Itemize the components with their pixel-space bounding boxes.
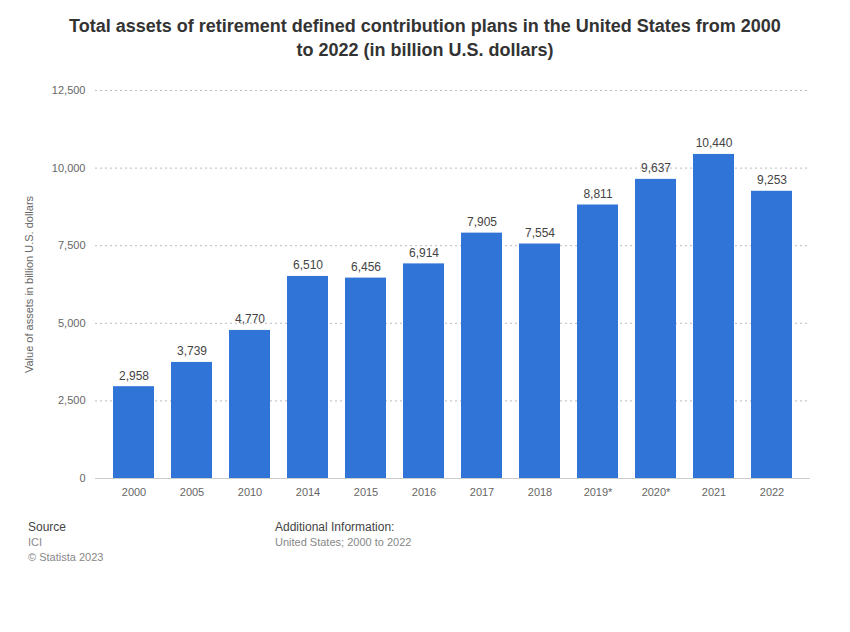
svg-text:9,253: 9,253: [757, 173, 787, 187]
svg-text:2010: 2010: [238, 486, 262, 498]
html-text:United States; 2000 to 2022: United States; 2000 to 2022: [275, 536, 412, 548]
html-text:Additional Information:: Additional Information:: [275, 520, 395, 534]
svg-text:2020*: 2020*: [642, 486, 671, 498]
svg-text:Value of assets in billion U.S: Value of assets in billion U.S. dollars: [23, 195, 35, 373]
svg-text:6,456: 6,456: [351, 260, 381, 274]
html-text:ICI: ICI: [28, 536, 43, 548]
html-text:Source: Source: [28, 520, 66, 534]
svg-text:10,440: 10,440: [696, 136, 733, 150]
svg-text:2017: 2017: [470, 486, 494, 498]
svg-text:3,739: 3,739: [177, 344, 207, 358]
svg-text:9,637: 9,637: [641, 161, 671, 175]
svg-text:2015: 2015: [354, 486, 378, 498]
svg-text:6,510: 6,510: [293, 258, 323, 272]
svg-text:2000: 2000: [122, 486, 146, 498]
svg-text:2021: 2021: [702, 486, 726, 498]
svg-text:2022: 2022: [760, 486, 784, 498]
svg-text:2014: 2014: [296, 486, 320, 498]
svg-text:0: 0: [79, 472, 85, 484]
svg-text:12,500: 12,500: [52, 84, 86, 96]
html-text:© Statista 2023: © Statista 2023: [28, 551, 104, 563]
svg-text:10,000: 10,000: [52, 162, 86, 174]
svg-text:2018: 2018: [528, 486, 552, 498]
svg-text:2,500: 2,500: [58, 394, 86, 406]
svg-text:2016: 2016: [412, 486, 436, 498]
svg-text:2,958: 2,958: [119, 369, 149, 383]
svg-text:6,914: 6,914: [409, 246, 439, 260]
html-text:Total assets of retirement def: Total assets of retirement defined contr…: [69, 16, 781, 60]
svg-text:2005: 2005: [180, 486, 204, 498]
svg-text:5,000: 5,000: [58, 317, 86, 329]
svg-text:2019*: 2019*: [584, 486, 613, 498]
svg-text:4,770: 4,770: [235, 312, 265, 326]
svg-text:7,905: 7,905: [467, 215, 497, 229]
svg-text:7,554: 7,554: [525, 226, 555, 240]
svg-text:8,811: 8,811: [583, 187, 612, 201]
svg-text:7,500: 7,500: [58, 239, 86, 251]
